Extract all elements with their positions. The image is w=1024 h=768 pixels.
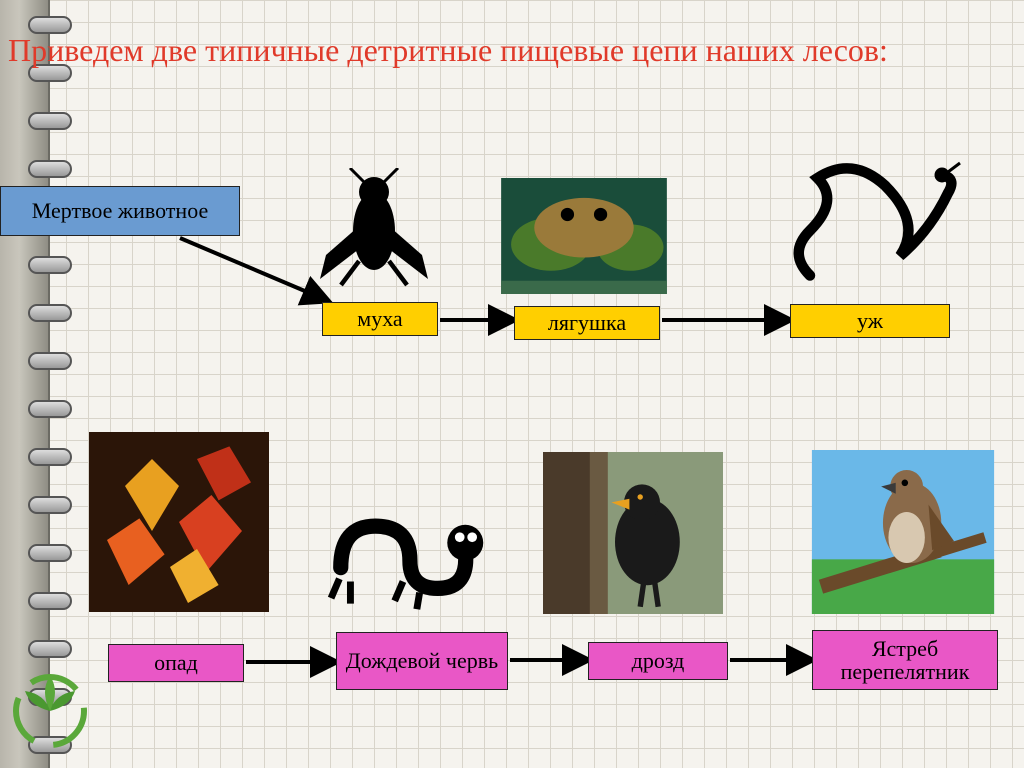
node-label: Дождевой червь	[346, 649, 498, 672]
thrush-icon	[540, 452, 726, 614]
node-thrush: дрозд	[588, 642, 728, 680]
node-label: дрозд	[632, 649, 685, 672]
node-frog: лягушка	[514, 306, 660, 340]
page-title: Приведем две типичные детритные пищевые …	[8, 30, 1004, 70]
node-label: лягушка	[548, 311, 626, 334]
node-fly: муха	[322, 302, 438, 336]
node-dead-animal: Мертвое животное	[0, 186, 240, 236]
leaves-icon	[86, 432, 272, 612]
node-hawk: Ястреб перепелятник	[812, 630, 998, 690]
snake-icon	[770, 148, 970, 298]
node-label: муха	[357, 307, 402, 330]
node-label: опад	[154, 651, 198, 674]
node-label: Ястреб перепелятник	[817, 637, 993, 683]
node-snake: уж	[790, 304, 950, 338]
node-label: Мертвое животное	[32, 199, 208, 222]
fly-icon	[296, 168, 452, 288]
node-label: уж	[857, 309, 883, 332]
eco-icon	[0, 656, 100, 756]
frog-icon	[500, 178, 668, 294]
worm-icon	[320, 470, 486, 610]
hawk-icon	[810, 450, 996, 614]
node-worm: Дождевой червь	[336, 632, 508, 690]
node-litter: опад	[108, 644, 244, 682]
